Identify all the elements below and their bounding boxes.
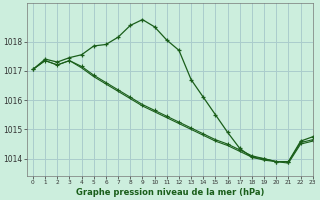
X-axis label: Graphe pression niveau de la mer (hPa): Graphe pression niveau de la mer (hPa) [76,188,264,197]
